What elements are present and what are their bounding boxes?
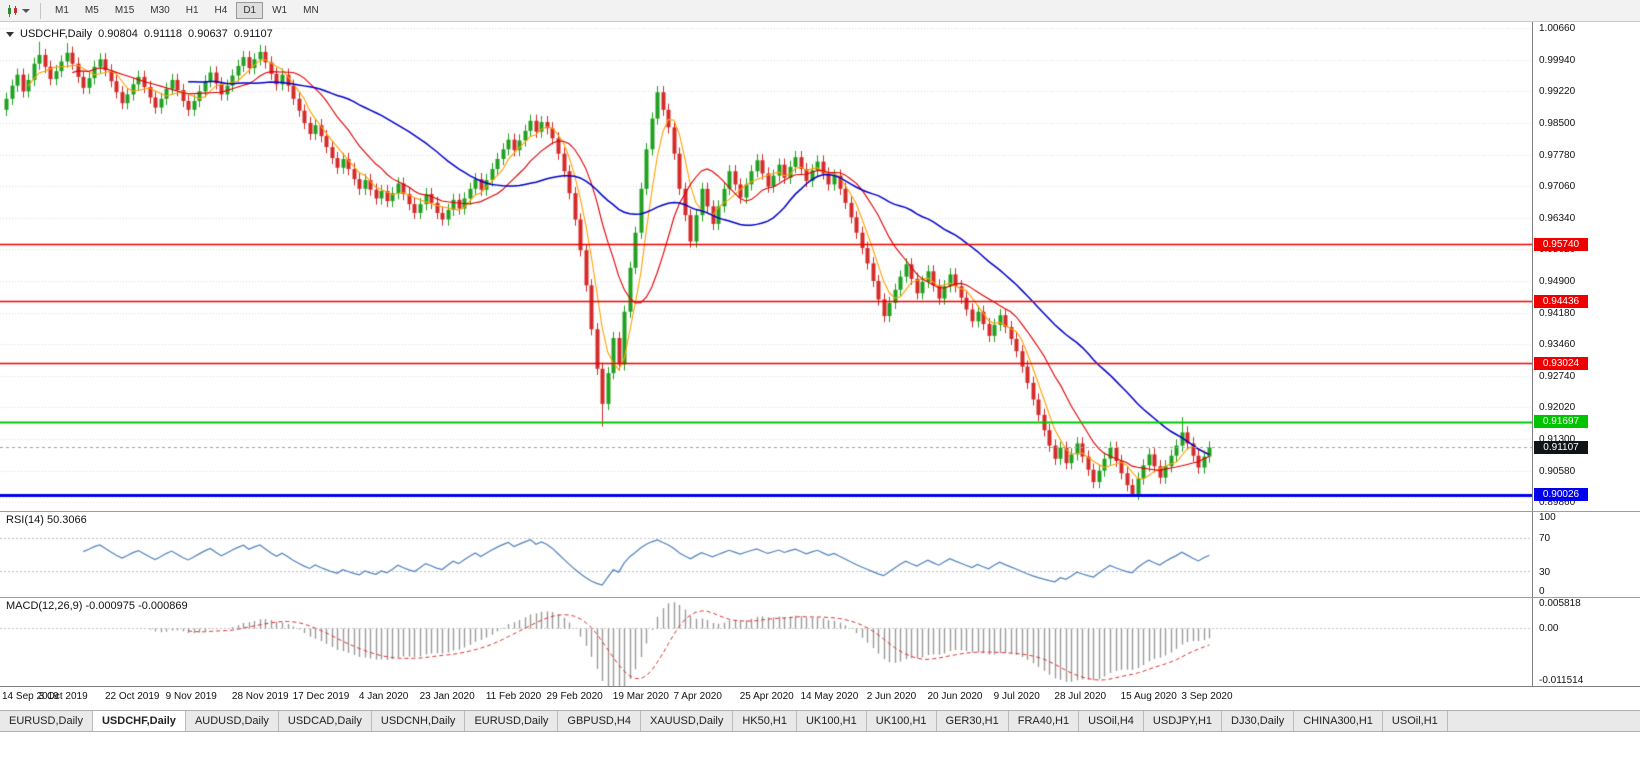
timeframe-button-m30[interactable]: M30	[143, 2, 176, 19]
legend-low: 0.90637	[188, 28, 228, 40]
chart-tab[interactable]: HK50,H1	[733, 711, 797, 731]
chart-tab[interactable]: USOil,H1	[1382, 711, 1448, 731]
chart-tab[interactable]: GER30,H1	[936, 711, 1009, 731]
date-label: 2 Jun 2020	[866, 691, 917, 702]
legend-open: 0.90804	[98, 28, 138, 40]
current-price-tag: 0.91107	[1534, 440, 1588, 454]
price-scale-label: 0.97060	[1539, 181, 1576, 193]
top-toolbar: M1 M5 M15 M30 H1 H4 D1 W1 MN	[0, 0, 1640, 22]
macd-indicator-label: MACD(12,26,9) -0.000975 -0.000869	[6, 600, 188, 612]
rsi-scale-label: 100	[1539, 512, 1556, 523]
date-label: 9 Jul 2020	[993, 691, 1040, 702]
date-label: 20 Jun 2020	[927, 691, 983, 702]
chart-legend: USDCHF,Daily 0.90804 0.91118 0.90637 0.9…	[6, 28, 273, 40]
price-line-tag: 0.95740	[1534, 237, 1588, 251]
toolbar-separator	[40, 2, 41, 19]
panel-divider[interactable]	[0, 597, 1640, 598]
chart-tab[interactable]: FRA40,H1	[1008, 711, 1080, 731]
chart-tab[interactable]: CHINA300,H1	[1294, 711, 1383, 731]
macd-chart-canvas[interactable]	[0, 598, 1532, 686]
chart-tab[interactable]: EURUSD,Daily	[465, 711, 559, 731]
price-scale-label: 0.89860	[1539, 497, 1576, 509]
date-label: 22 Oct 2019	[104, 691, 160, 702]
macd-scale-label: 0.005818	[1539, 598, 1581, 609]
price-line-tag: 0.93024	[1534, 356, 1588, 370]
price-scale-label: 0.94900	[1539, 275, 1576, 287]
price-line-tag: 0.94436	[1534, 294, 1588, 308]
price-scale-label: 0.97780	[1539, 149, 1576, 161]
price-scale-label: 0.99220	[1539, 86, 1576, 98]
time-scale[interactable]: 14 Sep 2019 3 Oct 2019 22 Oct 2019 9 Nov 20…	[0, 686, 1640, 707]
date-label: 3 Oct 2019	[38, 691, 88, 702]
chart-tab[interactable]: USDCHF,Daily	[92, 711, 186, 731]
price-scale-label: 0.92740	[1539, 370, 1576, 382]
price-scale-label: 0.92020	[1539, 402, 1576, 414]
price-scale-label: 0.91300	[1539, 434, 1576, 445]
date-label: 17 Dec 2019	[292, 691, 350, 702]
legend-high: 0.91118	[143, 28, 183, 40]
panel-divider[interactable]	[0, 511, 1640, 512]
macd-scale-label: -0.011514	[1539, 675, 1584, 686]
chart-tab[interactable]: USDCNH,Daily	[371, 711, 466, 731]
date-label: 19 Mar 2020	[612, 691, 669, 702]
price-scale-label: 0.98500	[1539, 117, 1576, 129]
rsi-indicator-label: RSI(14) 50.3066	[6, 514, 87, 526]
timeframe-button-h4[interactable]: H4	[208, 2, 235, 19]
chart-tab[interactable]: USDCAD,Daily	[278, 711, 372, 731]
chart-tab[interactable]: UK100,H1	[796, 711, 867, 731]
date-label: 15 Aug 2020	[1120, 691, 1177, 702]
date-label: 9 Nov 2019	[165, 691, 217, 702]
price-scale-label: 0.96340	[1539, 212, 1576, 224]
price-chart-canvas[interactable]	[0, 22, 1532, 511]
price-line-tag: 0.91697	[1534, 415, 1588, 429]
price-scale-label: 1.00660	[1539, 23, 1576, 35]
chart-tab[interactable]: DJ30,Daily	[1222, 711, 1295, 731]
date-label: 14 Sep 2019	[2, 691, 59, 702]
price-scale-label: 0.99940	[1539, 54, 1576, 66]
rsi-scale-label: 70	[1539, 532, 1551, 544]
date-label: 28 Nov 2019	[231, 691, 289, 702]
chart-tab[interactable]: XAUUSD,Daily	[640, 711, 734, 731]
chart-tab-bar: EURUSD,Daily USDCHF,Daily AUDUSD,Daily USDC…	[0, 710, 1640, 732]
rsi-scale-label: 30	[1539, 566, 1551, 578]
timeframe-button-d1[interactable]: D1	[236, 2, 264, 19]
timeframe-button-w1[interactable]: W1	[265, 2, 294, 19]
date-label: 14 May 2020	[800, 691, 859, 702]
price-scale[interactable]: 1.00660 0.99940 0.99220 0.98500 0.97780 0.970…	[1532, 22, 1640, 686]
date-label: 4 Jan 2020	[358, 691, 409, 702]
caret-down-icon[interactable]	[22, 8, 30, 13]
date-label: 25 Apr 2020	[739, 691, 794, 702]
chart-tab[interactable]: AUDUSD,Daily	[185, 711, 279, 731]
chart-tab[interactable]: EURUSD,Daily	[0, 711, 93, 731]
rsi-chart-canvas[interactable]	[0, 512, 1532, 597]
date-label: 11 Feb 2020	[485, 691, 542, 702]
price-line-tag: 0.90026	[1534, 488, 1588, 502]
legend-collapse-icon[interactable]	[6, 31, 14, 37]
chart-tab[interactable]: GBPUSD,H4	[558, 711, 641, 731]
date-label: 29 Feb 2020	[546, 691, 603, 702]
chart-tab[interactable]: USOil,H4	[1079, 711, 1144, 731]
macd-scale-label: 0.00	[1539, 622, 1559, 634]
price-scale-label: 0.94180	[1539, 307, 1576, 319]
legend-symbol: USDCHF,Daily	[20, 28, 93, 40]
timeframe-button-m1[interactable]: M1	[48, 2, 76, 19]
chart-type-icon[interactable]	[4, 2, 22, 20]
chart-tab[interactable]: USDJPY,H1	[1143, 711, 1223, 731]
timeframe-button-m15[interactable]: M15	[108, 2, 141, 19]
timeframe-button-mn[interactable]: MN	[296, 2, 326, 19]
date-label: 3 Sep 2020	[1181, 691, 1233, 702]
chart-tab[interactable]: UK100,H1	[866, 711, 937, 731]
timeframe-button-m5[interactable]: M5	[78, 2, 106, 19]
rsi-scale-label: 0	[1539, 586, 1545, 597]
timeframe-group: M1 M5 M15 M30 H1 H4 D1 W1 MN	[47, 2, 327, 19]
timeframe-button-h1[interactable]: H1	[179, 2, 206, 19]
date-label: 28 Jul 2020	[1054, 691, 1107, 702]
price-scale-label: 0.90580	[1539, 465, 1576, 477]
price-scale-label: 0.93460	[1539, 339, 1576, 351]
legend-close: 0.91107	[233, 28, 273, 40]
date-label: 7 Apr 2020	[673, 691, 722, 702]
date-label: 23 Jan 2020	[419, 691, 475, 702]
